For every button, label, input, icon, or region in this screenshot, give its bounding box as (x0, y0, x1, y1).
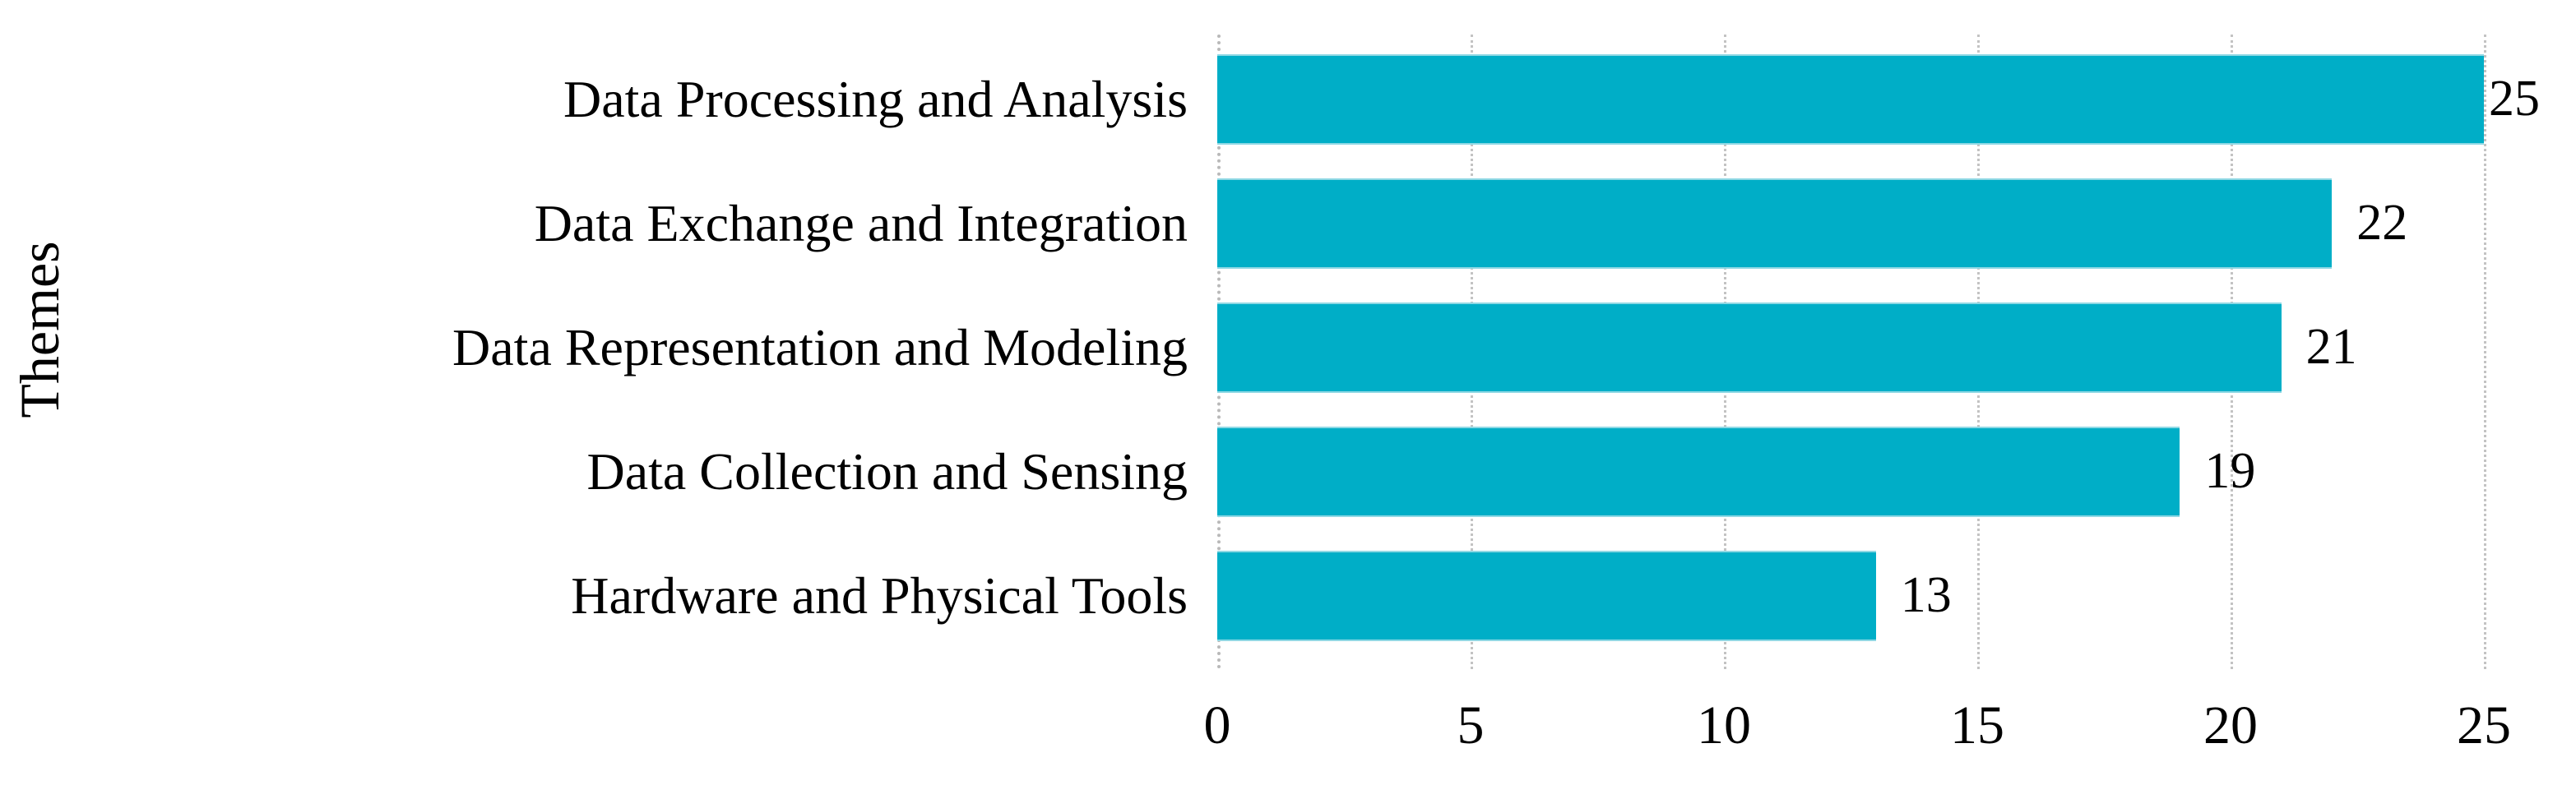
bar (1217, 550, 1876, 641)
bar (1217, 178, 2333, 269)
x-tick-label: 10 (1697, 695, 1751, 755)
category-label: Hardware and Physical Tools (571, 566, 1188, 625)
x-tick-label: 0 (1203, 695, 1231, 755)
bar-value-label: 19 (2204, 443, 2256, 499)
category-label: Data Exchange and Integration (534, 194, 1188, 252)
x-tick-label: 20 (2203, 695, 2258, 755)
bar (1217, 302, 2282, 393)
gridline-x-25 (2484, 35, 2486, 669)
x-tick-label: 5 (1457, 695, 1485, 755)
bar-value-label: 21 (2305, 319, 2357, 375)
bar-value-label: 22 (2356, 195, 2408, 251)
category-label: Data Collection and Sensing (586, 442, 1188, 501)
bar (1217, 53, 2484, 145)
x-tick-label: 25 (2457, 695, 2511, 755)
x-tick-label: 15 (1950, 695, 2004, 755)
bar-value-label: 25 (2489, 71, 2540, 127)
category-label: Data Processing and Analysis (563, 70, 1188, 128)
bar-value-label: 13 (1900, 567, 1952, 623)
bar (1217, 426, 2180, 517)
category-label: Data Representation and Modeling (452, 318, 1188, 376)
